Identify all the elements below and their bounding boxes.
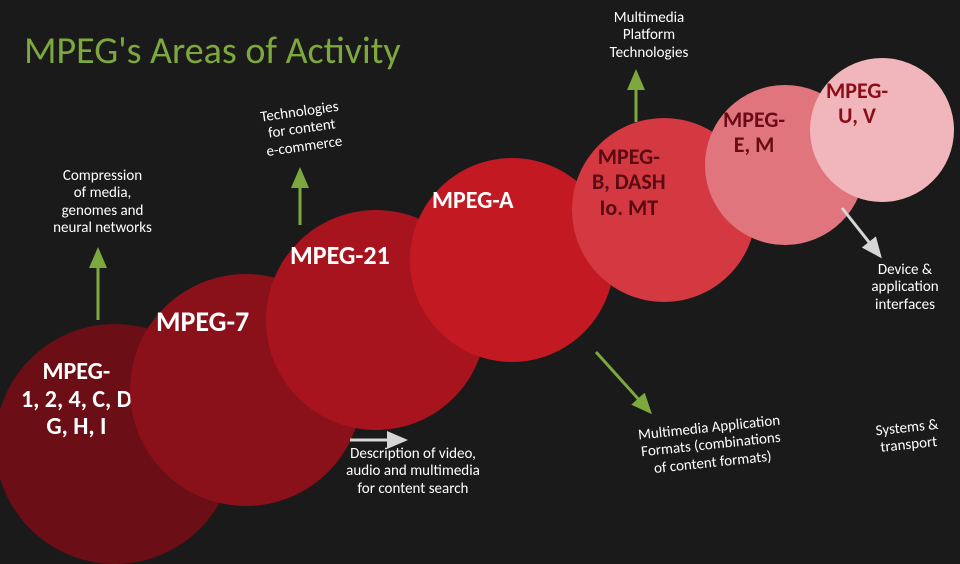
annotation-tech-content: Technologies for content e-commerce bbox=[219, 93, 385, 167]
bubble-label-mpeg-7: MPEG-7 bbox=[130, 274, 249, 338]
annotation-multimedia-app: Multimedia Application Formats (combinat… bbox=[594, 408, 828, 484]
arrow-arr-device-interfaces bbox=[842, 208, 880, 256]
annotation-compression: Compression of media, genomes and neural… bbox=[20, 168, 185, 237]
arrow-arr-multimedia-app bbox=[596, 352, 650, 412]
bubble-mpeg-uv: MPEG- U, V bbox=[810, 58, 954, 202]
bubble-label-mpeg-21: MPEG-21 bbox=[266, 210, 390, 271]
bubble-label-mpeg-uv: MPEG- U, V bbox=[810, 58, 888, 129]
bubble-label-mpeg-em: MPEG- E, M bbox=[705, 85, 785, 158]
bubble-label-mpeg-1: MPEG- 1, 2, 4, C, D G, H, I bbox=[0, 324, 132, 441]
annotation-desc-search: Description of video, audio and multimed… bbox=[308, 446, 518, 498]
bubble-label-mpeg-a: MPEG-A bbox=[410, 158, 514, 215]
annotation-device-interfaces: Device & application interfaces bbox=[850, 262, 960, 314]
annotation-systems-transport: Systems & transport bbox=[856, 415, 959, 460]
annotation-multimedia-platform: Multimedia Platform Technologies bbox=[574, 10, 724, 62]
bubble-label-mpeg-b: MPEG- B, DASH Io. MT bbox=[572, 118, 666, 220]
slide-title: MPEG's Areas of Activity bbox=[24, 28, 401, 74]
